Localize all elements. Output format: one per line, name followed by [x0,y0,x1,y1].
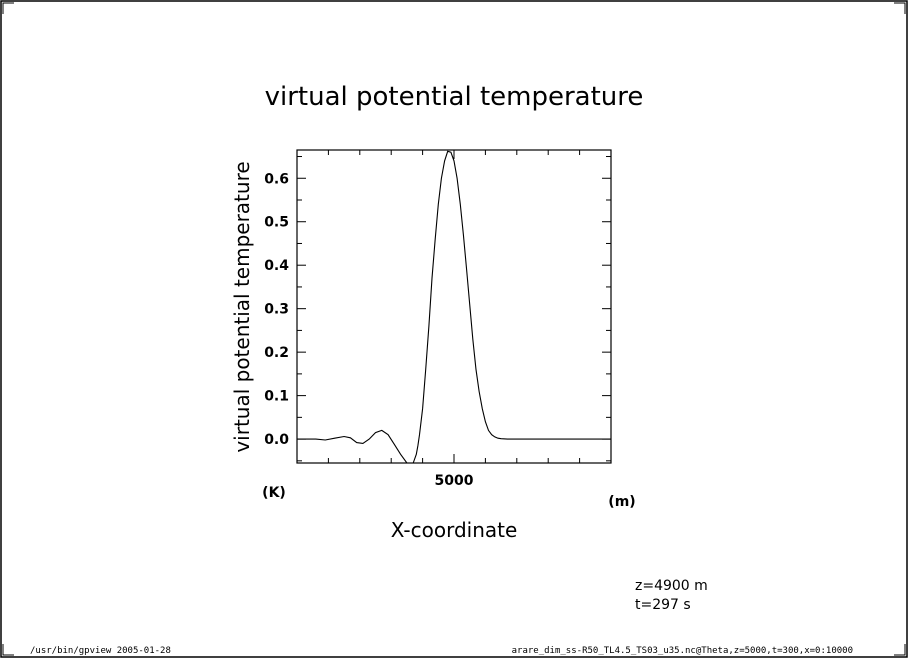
y-axis-ticks: 0.0 0.1 0.2 0.3 0.4 0.5 0.6 [264,156,611,462]
series-line-theta [297,150,611,463]
y-axis-unit: (K) [262,485,286,501]
corner-mark-bottom-left [2,644,14,656]
y-tick-label: 0.2 [264,345,289,361]
footer-source: arare_dim_ss-R50_TL4.5_TS03_u35.nc@Theta… [512,646,853,656]
x-tick-label: 5000 [435,473,474,489]
x-axis-unit: (m) [608,494,635,510]
y-tick-label: 0.0 [264,432,289,448]
y-tick-label: 0.6 [264,171,289,187]
y-tick-label: 0.1 [264,389,289,405]
annotation-z: z=4900 m [635,578,708,594]
y-tick-label: 0.3 [264,302,289,318]
y-tick-label: 0.4 [264,258,289,274]
plot-frame [296,149,612,464]
y-tick-label: 0.5 [264,215,289,231]
corner-mark-top-left [2,2,14,14]
annotation-t: t=297 s [635,597,691,613]
x-axis-ticks: 5000 [327,150,581,489]
y-axis-label: virtual potential temperature [230,161,254,452]
chart-title: virtual potential temperature [265,82,644,112]
corner-mark-top-right [894,2,906,14]
footer-program: /usr/bin/gpview 2005-01-28 [30,646,171,656]
corner-mark-bottom-right [894,644,906,656]
x-axis-label: X-coordinate [391,518,518,542]
